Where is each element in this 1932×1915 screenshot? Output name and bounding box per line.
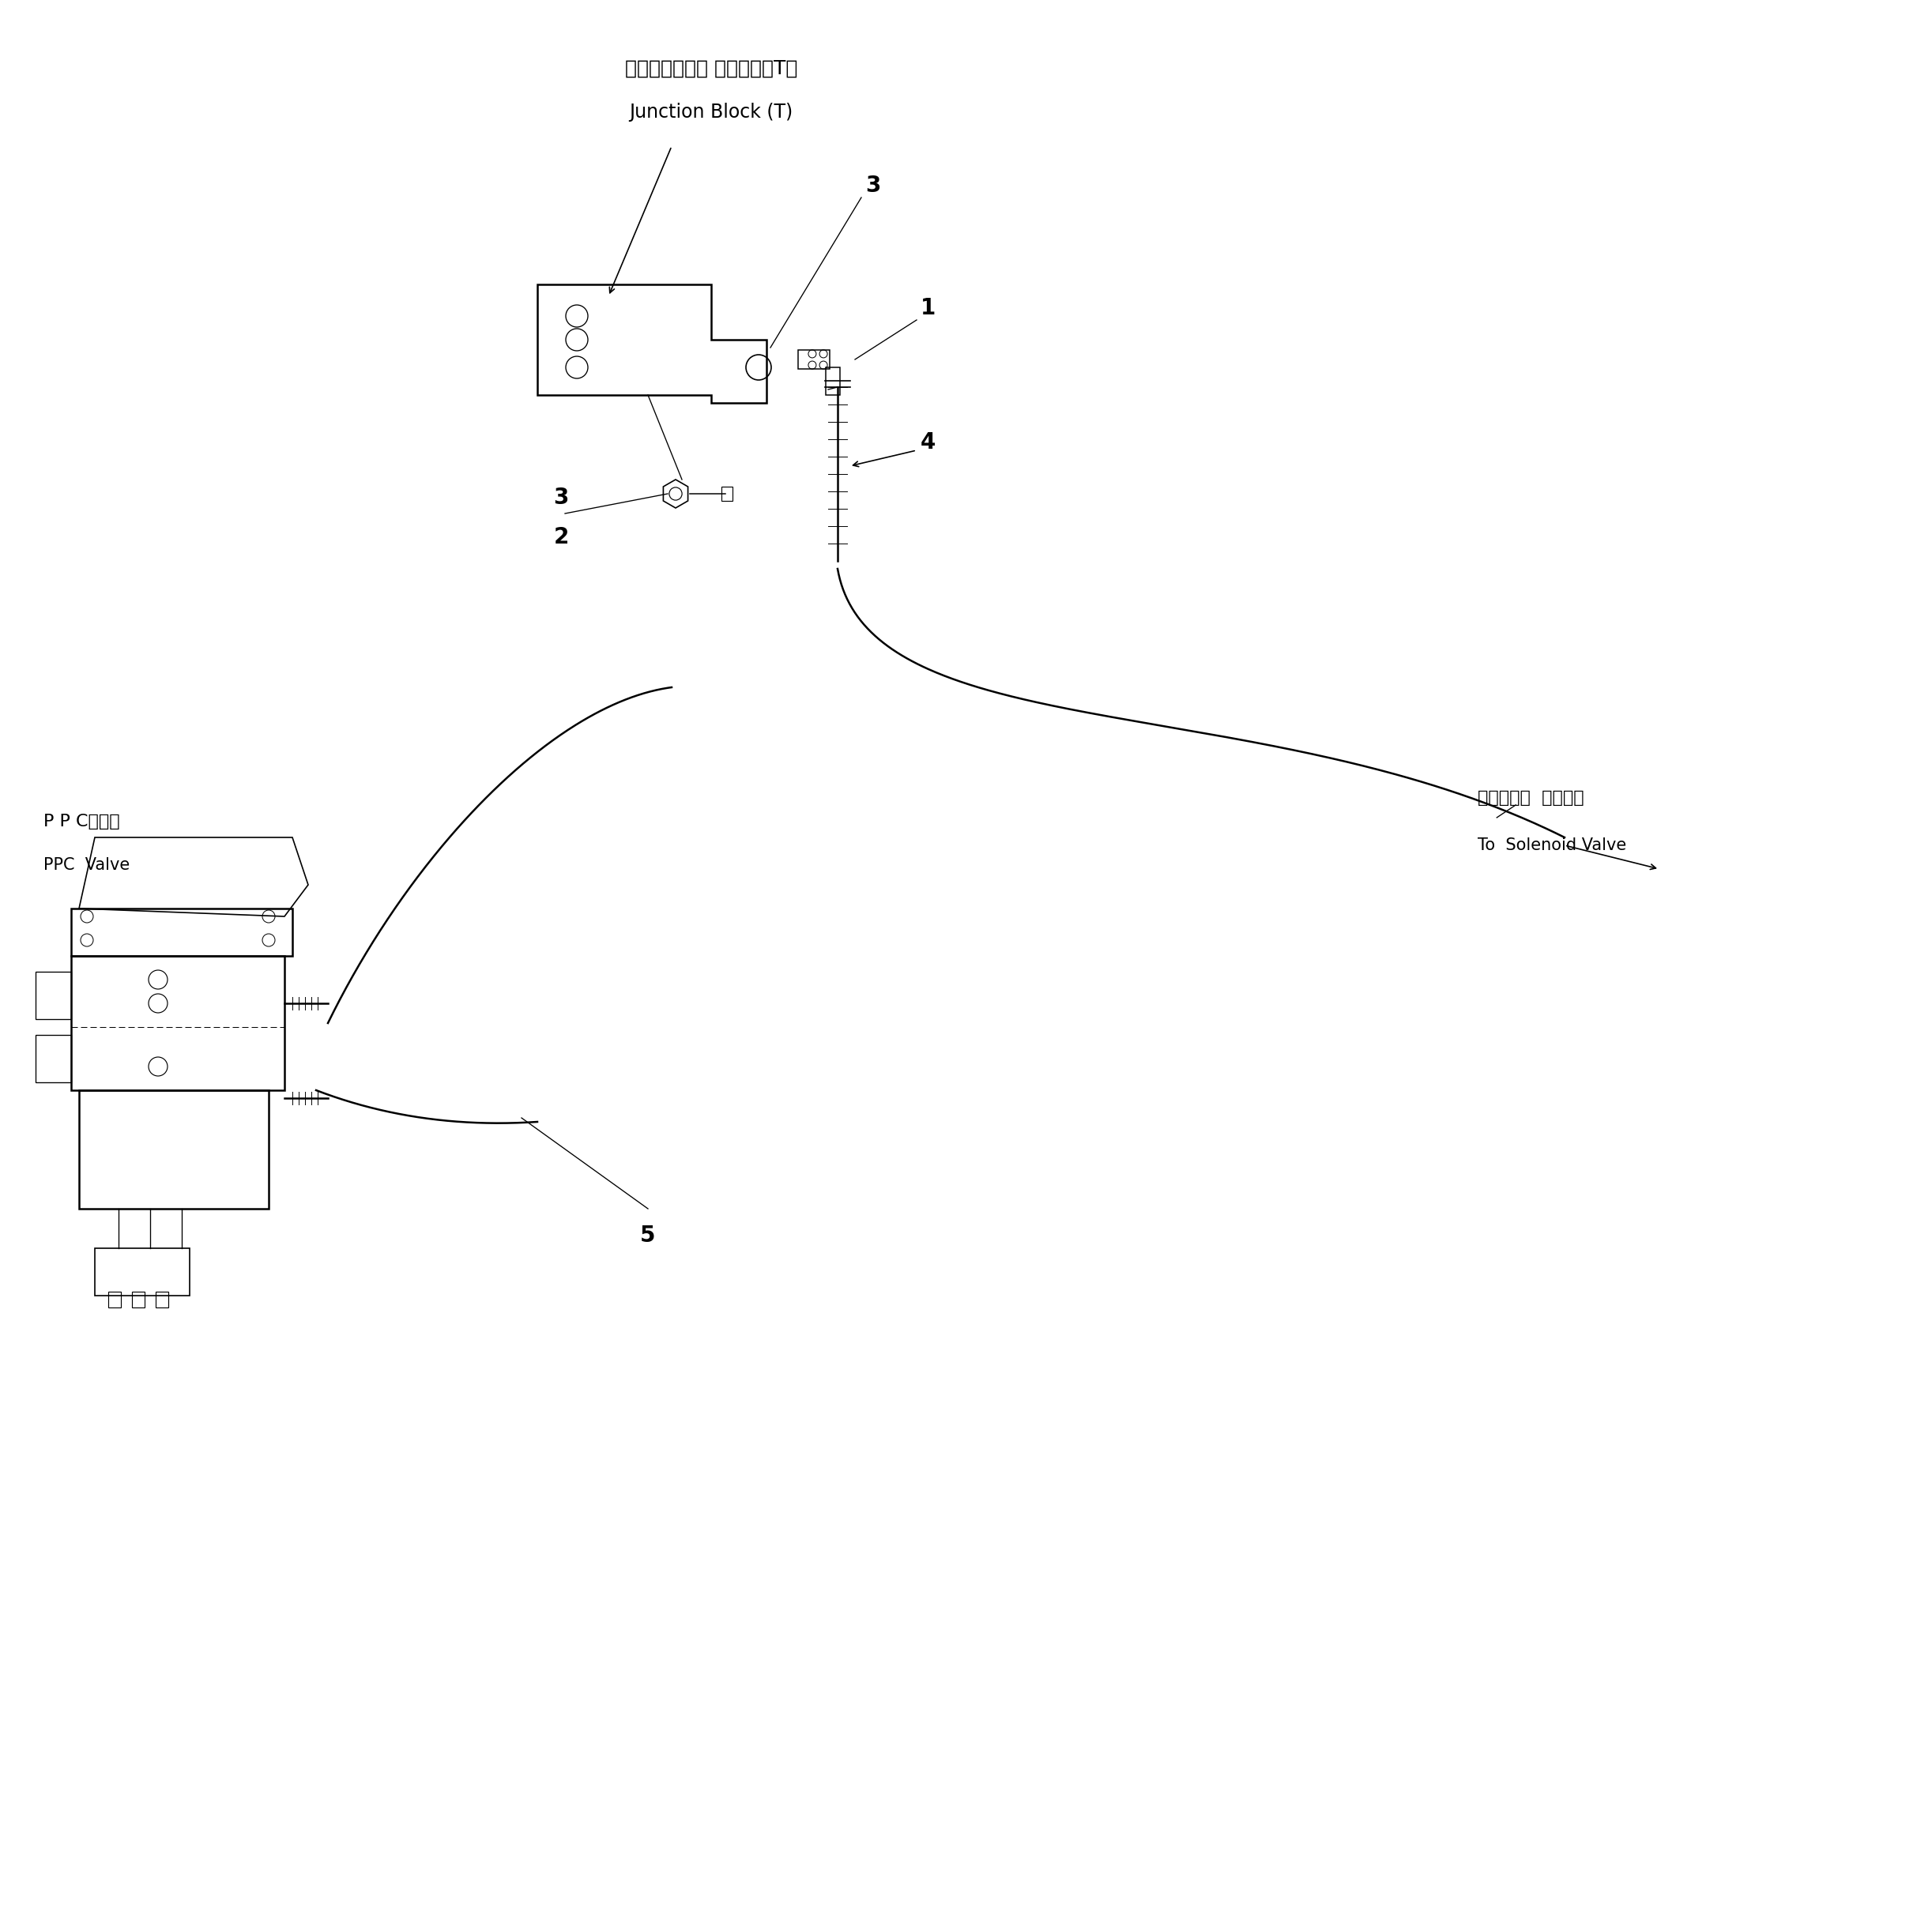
Bar <box>721 486 732 502</box>
Text: 5: 5 <box>639 1224 655 1247</box>
Bar <box>825 368 840 394</box>
Text: 2: 2 <box>554 527 568 548</box>
Text: To  Solenoid Valve: To Solenoid Valve <box>1478 837 1627 854</box>
Bar <box>131 1293 145 1308</box>
Text: PPC  Valve: PPC Valve <box>43 858 129 873</box>
Text: 4: 4 <box>920 431 935 454</box>
Text: ソレノイド  バルブヘ: ソレノイド バルブヘ <box>1478 791 1584 806</box>
Text: Junction Block (T): Junction Block (T) <box>630 103 792 123</box>
Bar <box>108 1293 122 1308</box>
Text: 1: 1 <box>920 297 935 320</box>
Bar <box>35 1034 71 1082</box>
Bar <box>95 1249 189 1296</box>
Text: ジャンクション ブロック（T）: ジャンクション ブロック（T） <box>624 59 798 79</box>
Bar <box>35 971 71 1019</box>
Text: 3: 3 <box>866 174 881 197</box>
Bar <box>156 1293 168 1308</box>
Text: 3: 3 <box>554 486 568 509</box>
Text: P P Cバルブ: P P Cバルブ <box>43 814 120 829</box>
Bar <box>798 350 829 370</box>
